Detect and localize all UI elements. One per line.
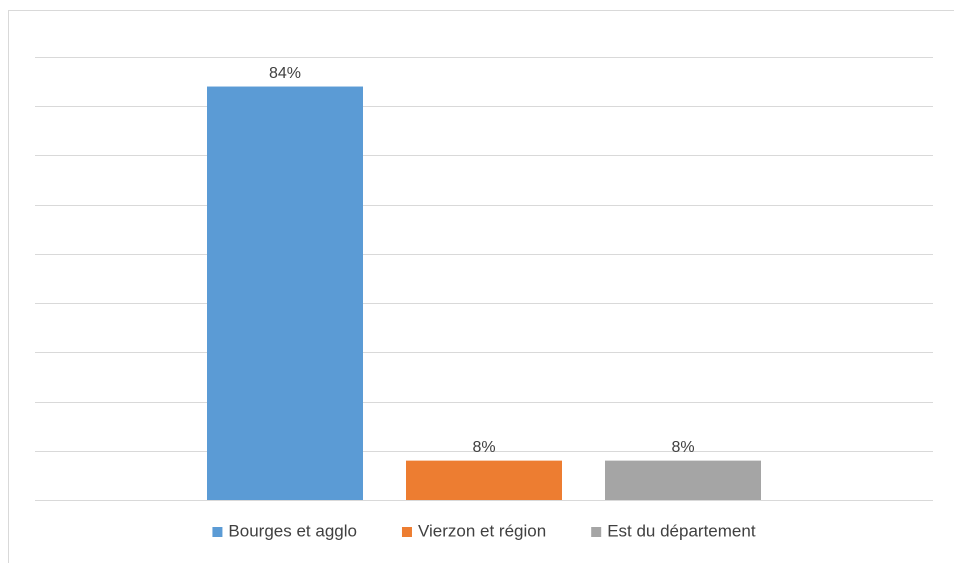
data-label: 84% [269,65,301,82]
legend-swatch [591,527,602,537]
legend-swatch [401,527,412,537]
data-label: 8% [472,439,495,456]
bar [406,460,562,500]
bar [207,86,363,501]
legend-label: Est du département [607,521,756,540]
legend-label: Vierzon et région [418,521,546,540]
legend-swatch [212,527,223,537]
data-label: 8% [671,439,694,456]
bar [605,460,761,500]
legend-label: Bourges et agglo [228,521,357,540]
